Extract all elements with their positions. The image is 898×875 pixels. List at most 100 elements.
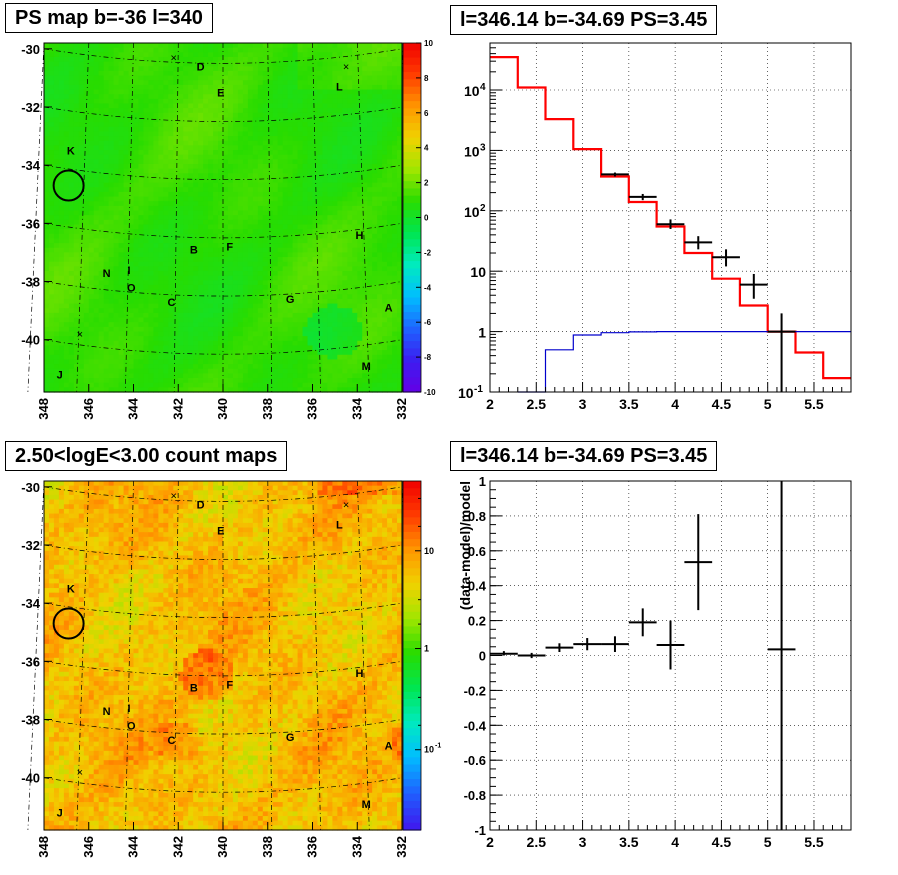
residual-data-point: [628, 608, 657, 637]
residual-data-point: [490, 651, 518, 656]
ps-map-y-tick-label: -38: [21, 274, 40, 289]
count-map-source-label: N: [103, 706, 111, 718]
ps-map-y-tick-label: -34: [21, 158, 41, 173]
residual-y-tick-label: 1: [479, 474, 486, 489]
ps-map-x-tick-label: 348: [36, 398, 51, 420]
count-map-colorbar-tick-label: 10 -1: [424, 743, 441, 755]
spectrum-x-tick-label: 5: [764, 396, 772, 412]
ps-map-colorbar-tick-label: 0: [424, 214, 429, 223]
count-map-y-tick-label: -30: [21, 480, 40, 495]
residual-x-tick-label: 3: [579, 834, 587, 850]
ps-map-title: PS map b=-36 l=340: [5, 3, 213, 33]
count-map-x-tick-label: 340: [215, 836, 230, 858]
count-map-source-label: A: [385, 741, 393, 753]
ps-map-x-tick-label: 340: [215, 398, 230, 420]
ps-map-source-cross: ×: [171, 53, 177, 65]
ps-map-x-tick-label: 342: [170, 398, 185, 420]
count-map-x-tick-label: 336: [305, 836, 320, 858]
count-map-source-label: J: [57, 808, 63, 820]
spectrum-x-tick-label: 4: [671, 396, 679, 412]
residual-y-tick-label: -0.8: [464, 788, 486, 803]
ps-map-colorbar-tick-label: -8: [424, 353, 432, 362]
spectrum-y-tick-label: 10 -1: [458, 384, 483, 401]
count-map-x-tick-label: 332: [394, 836, 409, 858]
spectrum-x-tick-label: 2.5: [527, 396, 547, 412]
residual-y-tick-label: 0: [479, 649, 486, 664]
residual-y-tick-label: -0.6: [464, 753, 486, 768]
ps-map-source-label: H: [356, 230, 364, 242]
spectrum-y-tick-label: 10 3: [464, 142, 486, 159]
ps-map-source-label: A: [385, 303, 393, 315]
spectrum-data-point: [601, 172, 629, 177]
spectrum-y-tick-label: 10 2: [464, 203, 486, 220]
ps-map-colorbar-tick-label: -6: [424, 318, 432, 327]
ps-map-source-cross: ×: [343, 61, 349, 73]
ps-map-source-label: L: [336, 82, 343, 94]
residual-data-point: [656, 620, 685, 670]
count-map-source-label: K: [67, 584, 75, 596]
spectrum-x-tick-label: 3.5: [619, 396, 639, 412]
count-map-source-label: M: [362, 799, 371, 811]
ps-map-source-cross: ×: [77, 329, 83, 341]
ps-map-source-label: N: [103, 268, 111, 280]
count-map-x-tick-label: 344: [126, 835, 141, 857]
count-map-source-label: H: [356, 668, 364, 680]
spectrum-x-tick-label: 5.5: [804, 396, 824, 412]
count-map-source-cross: ×: [171, 491, 177, 503]
count-map-source-cross: ×: [343, 499, 349, 511]
ps-map-source-label: D: [197, 61, 205, 73]
ps-map-x-tick-label: 338: [260, 398, 275, 420]
count-map-y-tick-label: -40: [21, 771, 40, 786]
count-map-colorbar-frame: [402, 480, 422, 831]
spectrum-y-tick-label: 1: [478, 325, 486, 341]
count-map-y-tick-label: -34: [21, 596, 41, 611]
residual-x-tick-label: 2: [486, 834, 494, 850]
ps-map-colorbar-tick-label: 4: [424, 144, 429, 153]
ps-map-roi-circle: [52, 169, 85, 202]
spectrum-x-tick-label: 4.5: [712, 396, 732, 412]
ps-map-colorbar: [403, 43, 421, 393]
residual-x-tick-label: 3.5: [619, 834, 639, 850]
residual-y-tick-label: -1: [474, 823, 486, 838]
residual-y-tick-label: 0.6: [468, 544, 486, 559]
count-map-colorbar-tick-label: 1: [424, 644, 429, 654]
ps-map-colorbar-tick-label: 6: [424, 109, 429, 118]
ps-map-source-label: O: [127, 282, 136, 294]
residual-grid: [489, 480, 851, 831]
residual-y-tick-label: -0.4: [464, 718, 487, 733]
ps-map-source-label: B: [190, 244, 198, 256]
ps-map-x-tick-label: 336: [305, 398, 320, 420]
residual-data-point: [601, 636, 629, 653]
ps-map-x-tick-label: 344: [126, 397, 141, 419]
ps-map-source-label: C: [168, 297, 176, 309]
ps-map-y-tick-label: -40: [21, 333, 40, 348]
count-map-roi-circle: [52, 607, 85, 640]
ps-map-x-tick-label: 334: [349, 397, 364, 419]
spectrum-data-point: [684, 236, 713, 250]
count-map-source-label: L: [336, 520, 343, 532]
ps-map-colorbar-tick-label: 2: [424, 179, 429, 188]
spectrum-plot-area: [490, 43, 851, 392]
residual-data-point: [767, 481, 796, 830]
residual-data-point: [517, 652, 546, 659]
spectrum-y-tick-label: 10: [470, 264, 486, 280]
spectrum-x-tick-label: 2: [486, 396, 494, 412]
ps-map-source-label: F: [226, 242, 233, 254]
count-map-y-tick-label: -38: [21, 712, 40, 727]
residual-data-point: [684, 514, 713, 611]
count-map-source-label: G: [286, 732, 295, 744]
count-map-source-label: O: [127, 720, 136, 732]
count-map-source-label: F: [226, 680, 233, 692]
count-map-y-tick-label: -32: [21, 538, 40, 553]
residual-data-point: [545, 643, 574, 653]
spectrum-data-point: [656, 219, 685, 229]
residual-data-point: [573, 638, 602, 651]
residual-y-tick-label: 0.2: [468, 614, 486, 629]
spectrum-data-point: [712, 249, 740, 267]
count-map-title: 2.50<logE<3.00 count maps: [5, 441, 288, 471]
ps-map-source-label: J: [57, 370, 63, 382]
residual-y-axis-label: (data-model)/model: [457, 481, 473, 610]
count-map-colorbar: [403, 481, 421, 831]
ps-map-source-label: G: [286, 294, 295, 306]
